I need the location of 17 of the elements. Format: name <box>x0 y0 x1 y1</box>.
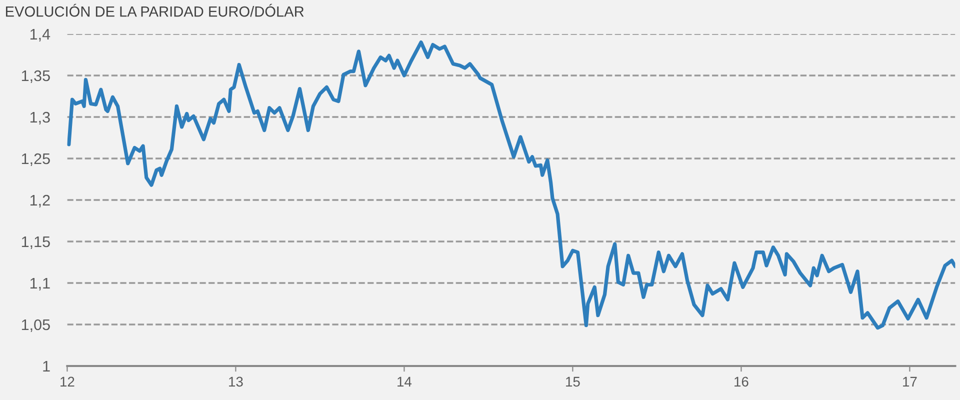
y-tick-label: 1 <box>43 361 50 372</box>
y-tick-label: 1,15 <box>22 236 50 249</box>
x-tick-label: 13 <box>229 376 243 387</box>
y-tick-label: 1,1 <box>30 278 50 290</box>
x-tick-label: 15 <box>566 376 580 387</box>
y-tick-label: 1,4 <box>30 29 50 42</box>
y-tick-label: 1,2 <box>30 194 50 208</box>
y-tick-label: 1,05 <box>22 319 50 332</box>
x-tick-label: 14 <box>398 376 412 386</box>
chart-title: EVOLUCIÓN DE LA PARIDAD EURO/DÓLAR <box>6 4 304 17</box>
y-tick-label: 1,35 <box>22 70 50 83</box>
y-tick-label: 1,25 <box>22 153 50 166</box>
x-tick-label: 12 <box>60 376 74 386</box>
x-tick-label: 16 <box>734 376 748 387</box>
x-tick-label: 17 <box>903 376 917 386</box>
y-tick-label: 1,3 <box>30 112 50 124</box>
line-series <box>67 40 956 330</box>
